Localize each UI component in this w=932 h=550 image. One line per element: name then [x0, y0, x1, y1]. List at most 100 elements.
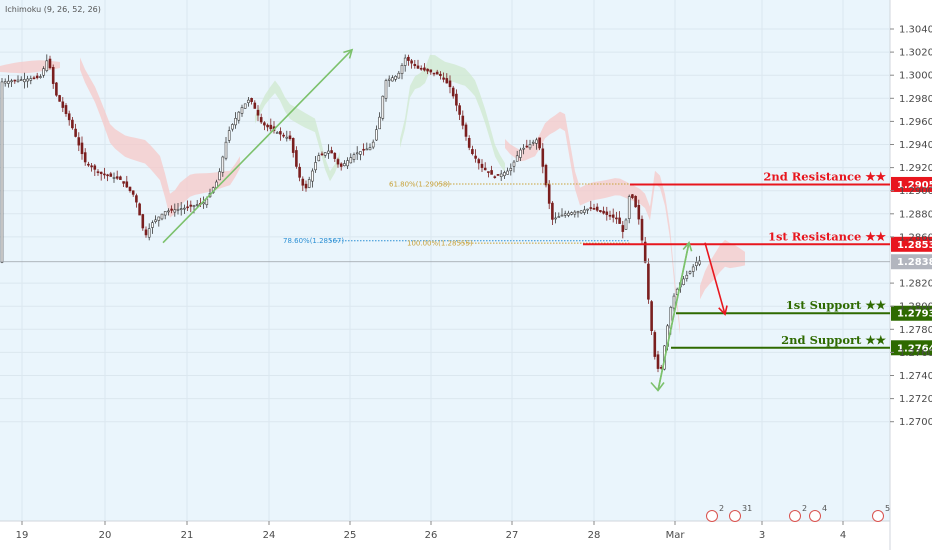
- date-tick-labels: 19 20 21 24 25 26 27 28 Mar 3 4: [16, 521, 846, 541]
- candle-body: [570, 212, 573, 215]
- candle-body: [160, 213, 164, 220]
- candle-body: [400, 65, 404, 74]
- candle-body: [506, 170, 509, 175]
- candle-body: [525, 145, 529, 148]
- candle-body: [269, 124, 273, 130]
- candle-body: [151, 222, 154, 228]
- cloud-segment: [700, 239, 745, 300]
- candle-body: [640, 218, 644, 241]
- cloud-segment: [0, 60, 60, 74]
- candle-body: [528, 144, 532, 149]
- price-tick-label: 1.29600: [899, 117, 932, 128]
- candle-body: [416, 65, 420, 69]
- candle-body: [423, 67, 426, 71]
- candle-body: [432, 72, 436, 75]
- price-tick-label: 1.27200: [899, 394, 932, 405]
- candle-body: [499, 173, 503, 178]
- candle-body: [403, 57, 407, 66]
- candle-body: [688, 271, 692, 274]
- candle-body: [301, 178, 305, 186]
- candle-body: [451, 87, 455, 97]
- candle-body: [125, 181, 129, 188]
- candle-body: [474, 155, 477, 159]
- candle-body: [307, 179, 311, 188]
- level-price-value: 1.27939: [897, 309, 932, 320]
- trend-arrow-shaft: [657, 242, 690, 391]
- candle-body: [541, 148, 545, 167]
- candle-body: [503, 172, 506, 177]
- candle-body: [611, 214, 615, 218]
- candle-body: [157, 216, 161, 221]
- price-tick-label: 1.30200: [899, 48, 932, 59]
- candle-body: [42, 68, 45, 76]
- fibonacci-label: 100.00%(1.28555): [407, 240, 473, 248]
- candle-body: [650, 301, 653, 331]
- time-axis[interactable]: [0, 521, 890, 550]
- candle-body: [173, 209, 177, 213]
- level-price-value: 1.28536: [897, 240, 932, 251]
- candle-body: [445, 78, 449, 84]
- grid-lines: [0, 0, 890, 521]
- candle-body: [608, 214, 612, 217]
- candle-body: [522, 147, 525, 150]
- candle-body: [67, 113, 71, 121]
- candle-body: [656, 354, 660, 369]
- level-price-value: 1.27640: [897, 343, 932, 354]
- candle-body: [317, 155, 321, 162]
- trend-arrow-head: [343, 48, 354, 59]
- candle-body: [240, 107, 244, 114]
- candle-body: [115, 176, 119, 179]
- candle-body: [467, 138, 471, 148]
- candle-body: [487, 171, 490, 173]
- event-flag-icon: [706, 510, 718, 522]
- candle-body: [218, 171, 221, 181]
- candle-body: [55, 82, 58, 96]
- candle-body: [279, 131, 282, 135]
- candle-body: [535, 139, 538, 144]
- candle-body: [458, 105, 461, 115]
- candle-body: [192, 205, 196, 207]
- date-tick-label: 4: [840, 530, 846, 541]
- candle-body: [304, 183, 308, 189]
- candle-body: [237, 111, 241, 121]
- trend-arrow-shaft: [704, 242, 726, 315]
- trend-arrow-shaft: [162, 49, 353, 244]
- candle-body: [647, 263, 650, 300]
- candle-body: [80, 142, 84, 155]
- fibonacci-levels: 61.80%(1.29058) 78.60%(1.28567) 100.00%(1.…: [283, 181, 630, 248]
- candle-body: [138, 203, 141, 216]
- candle-body: [480, 163, 484, 168]
- candle-body: [170, 208, 173, 211]
- candle-body: [563, 213, 567, 216]
- date-tick-label: 28: [588, 530, 601, 541]
- candle-body: [615, 217, 618, 220]
- candle-body: [595, 206, 599, 211]
- current-price-tag: [891, 254, 932, 270]
- candle-body: [605, 211, 609, 215]
- cloud-segment: [400, 54, 505, 173]
- candle-body: [186, 206, 189, 209]
- candle-body: [58, 95, 61, 102]
- candle-body: [83, 152, 87, 163]
- price-tick-label: 1.27600: [899, 348, 932, 359]
- price-axis[interactable]: [890, 0, 932, 550]
- candle-body: [407, 56, 410, 61]
- indicator-label[interactable]: Ichimoku (9, 26, 52, 26): [5, 5, 101, 14]
- candle-body: [496, 174, 500, 176]
- candle-body: [429, 69, 433, 73]
- candle-body: [381, 95, 385, 119]
- candle-body: [3, 81, 7, 84]
- candle-body: [189, 204, 193, 207]
- price-tick-label: 1.27800: [899, 325, 932, 336]
- level-price-tag: [891, 176, 932, 192]
- candle-body: [263, 122, 266, 126]
- date-tick-label: 27: [506, 530, 519, 541]
- candle-body: [221, 156, 225, 173]
- candle-body: [627, 196, 631, 219]
- candle-body: [413, 63, 417, 67]
- candle-body: [531, 141, 535, 144]
- candle-body: [122, 181, 125, 184]
- candle-body: [333, 152, 337, 159]
